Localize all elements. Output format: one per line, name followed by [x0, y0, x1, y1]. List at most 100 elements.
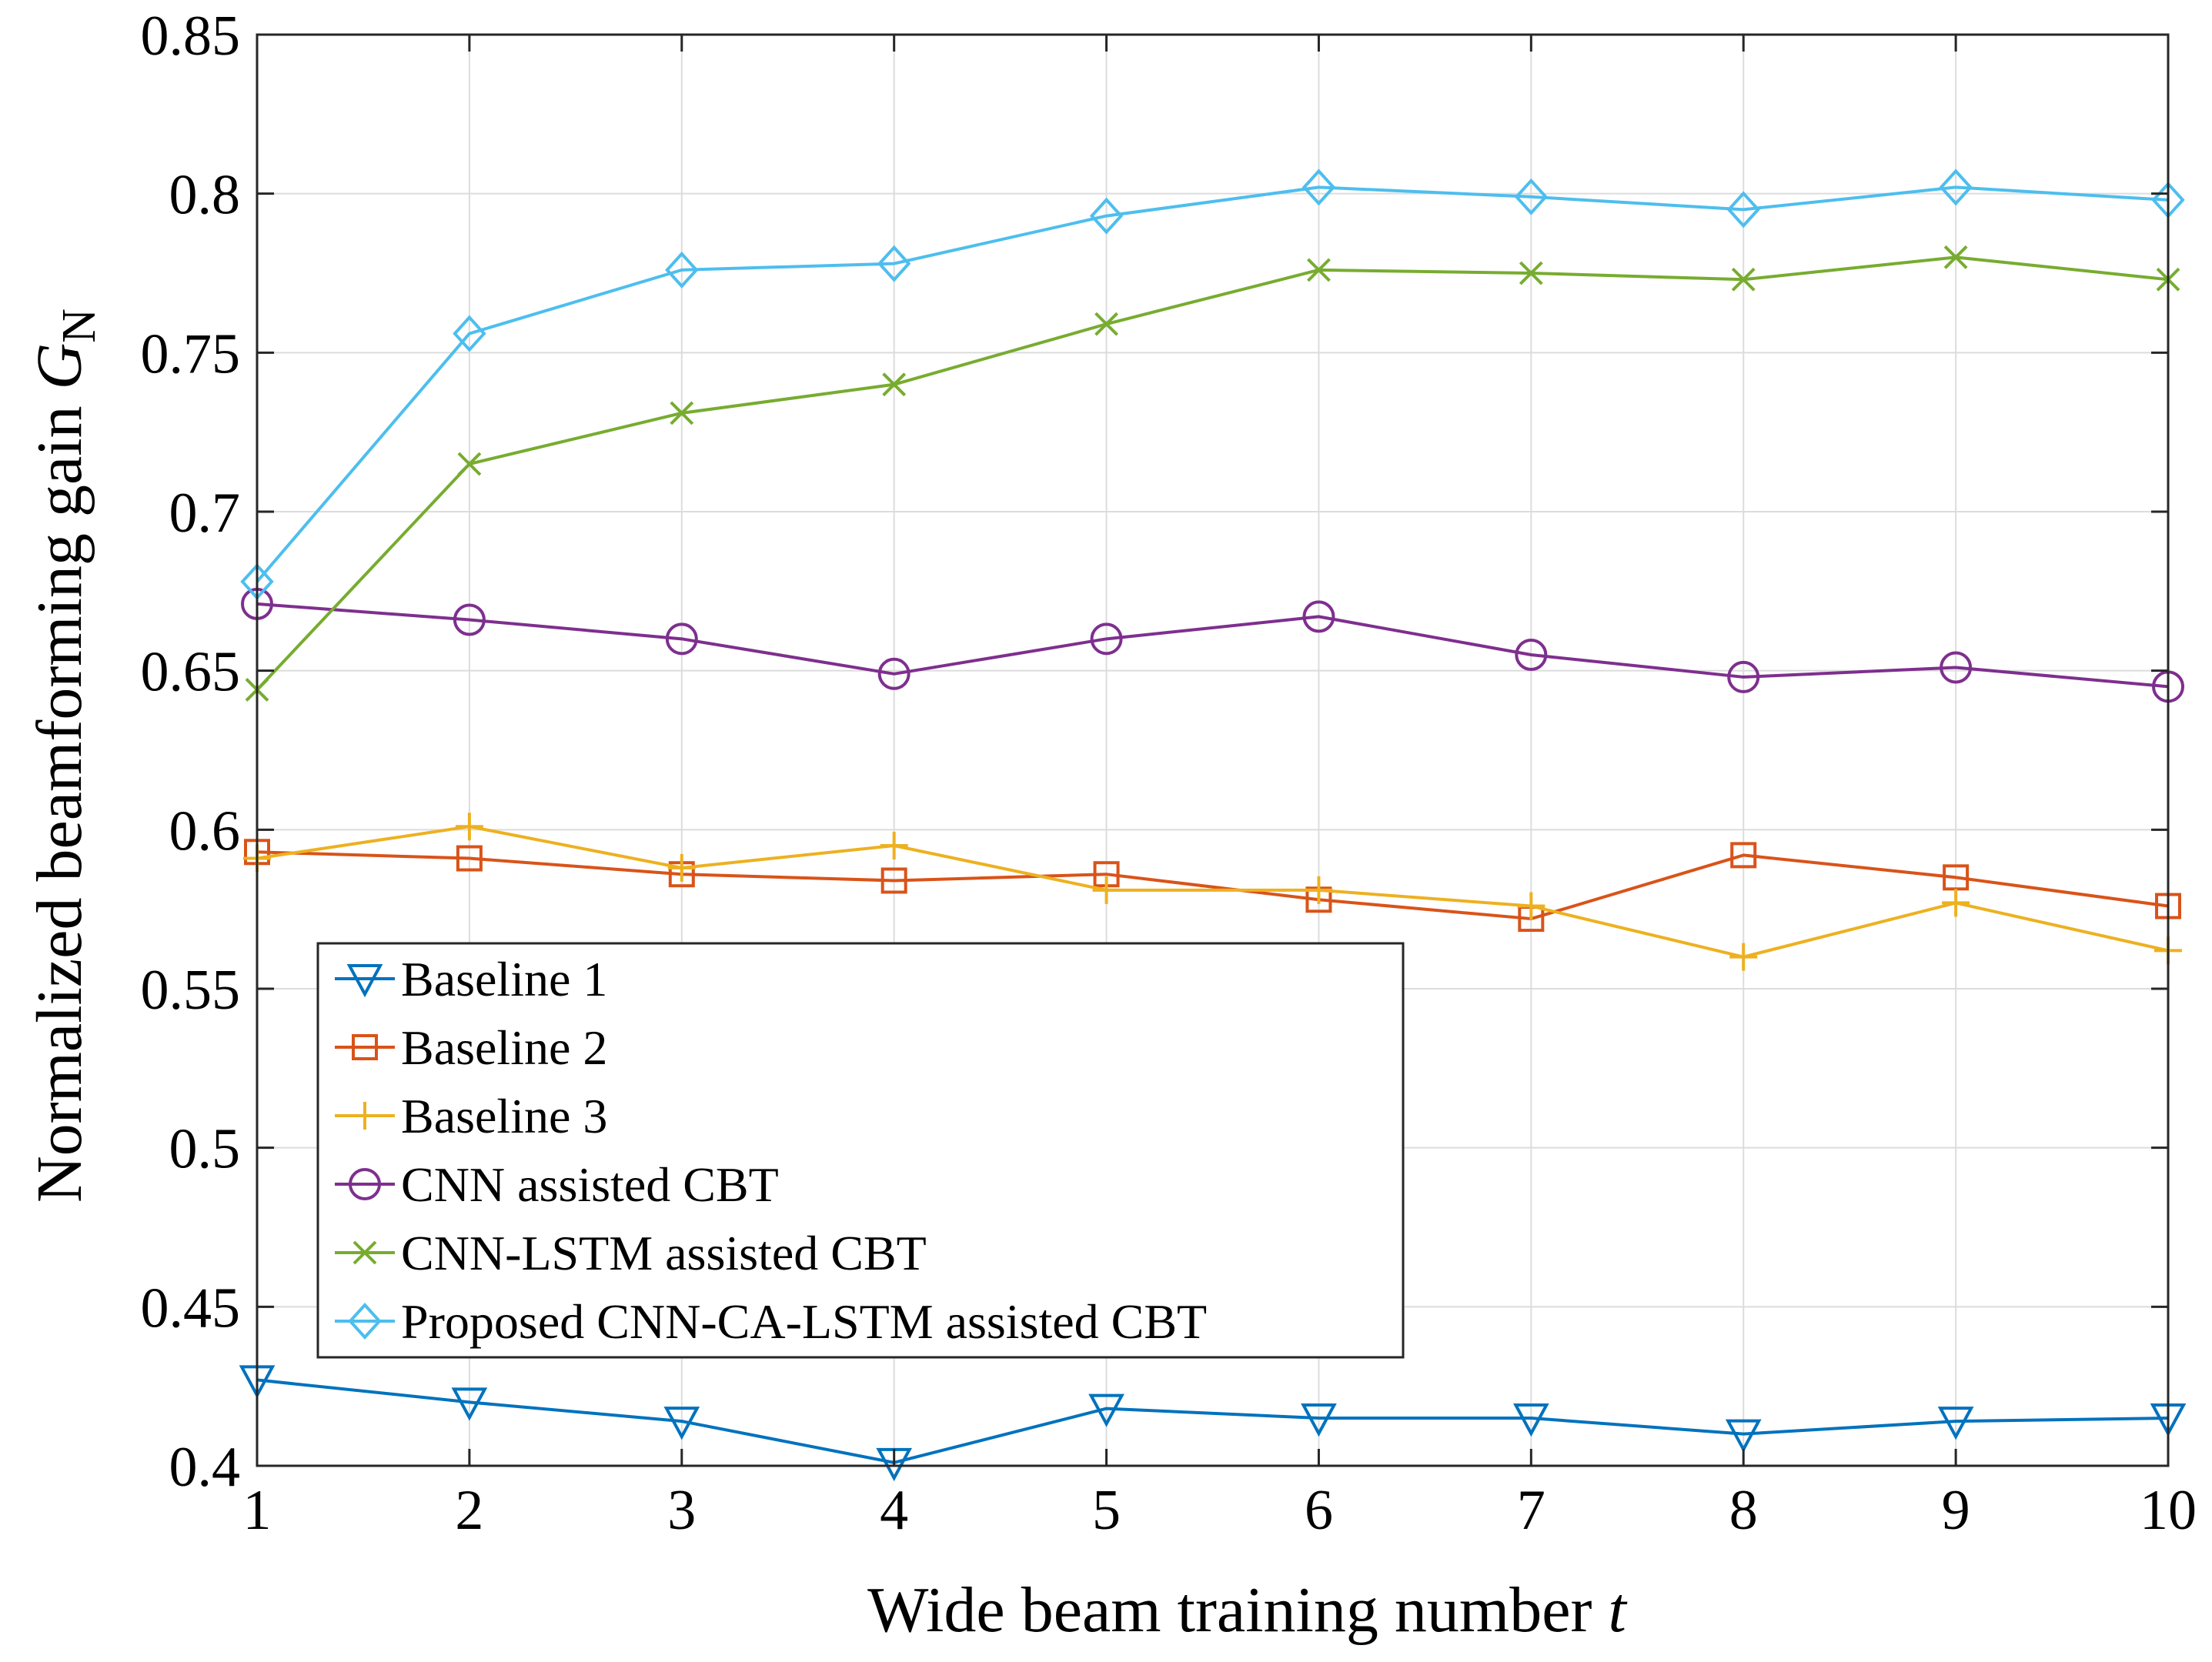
legend-marker — [352, 1034, 378, 1060]
series-2 — [244, 839, 2181, 933]
data-point — [667, 853, 696, 882]
series-line — [256, 1378, 2169, 1464]
legend-item: CNN assisted CBT — [335, 1157, 779, 1212]
y-axis-subscript: N — [53, 309, 105, 343]
data-point — [1726, 191, 1760, 229]
y-tick-label: 0.55 — [141, 959, 241, 1022]
x-tick-label: 1 — [243, 1479, 272, 1542]
data-point — [1305, 876, 1333, 904]
data-point — [1939, 169, 1973, 206]
x-tick-label: 6 — [1305, 1479, 1333, 1542]
x-tick-label: 9 — [1942, 1479, 1970, 1542]
data-point — [882, 372, 907, 397]
data-point — [670, 401, 694, 426]
y-tick-label: 0.45 — [141, 1277, 241, 1340]
x-tick-label: 7 — [1517, 1479, 1545, 1542]
data-point — [880, 832, 908, 859]
y-tick-label: 0.65 — [141, 641, 241, 704]
data-point — [665, 251, 699, 289]
legend-marker — [353, 1240, 377, 1265]
legend-label: CNN assisted CBT — [401, 1157, 779, 1212]
x-tick-label: 2 — [455, 1479, 483, 1542]
data-point — [1943, 864, 1970, 891]
data-point — [451, 1387, 488, 1421]
legend-marker — [349, 1168, 381, 1200]
data-point — [1515, 639, 1548, 671]
series-1 — [239, 1365, 2187, 1482]
y-tick-label: 0.85 — [141, 5, 241, 68]
x-axis-label-text: Wide beam training number — [867, 1574, 1592, 1646]
data-point — [1089, 197, 1124, 235]
data-point — [880, 867, 907, 894]
data-point — [457, 452, 482, 476]
data-point — [1090, 622, 1123, 656]
data-point — [1937, 1407, 1974, 1440]
axes-frame — [256, 33, 2170, 1467]
series-line — [256, 825, 2169, 959]
y-tick-label: 0.4 — [169, 1436, 241, 1499]
x-axis-variable: t — [1608, 1574, 1628, 1646]
data-point — [877, 657, 911, 690]
data-point — [1088, 1393, 1124, 1427]
y-axis-variable: G — [24, 343, 95, 390]
series-line — [256, 255, 2169, 691]
data-point — [1301, 169, 1336, 206]
legend-label: CNN-LSTM assisted CBT — [401, 1226, 927, 1280]
data-point — [1731, 267, 1756, 292]
y-tick-label: 0.75 — [141, 322, 241, 385]
data-point — [1302, 600, 1335, 633]
x-axis-label: Wide beam training number t — [867, 1574, 1628, 1646]
data-point — [663, 1407, 700, 1440]
x-tick-label: 8 — [1729, 1479, 1758, 1542]
y-tick-label: 0.7 — [169, 482, 241, 545]
data-point — [1940, 651, 1973, 684]
y-tick-label: 0.8 — [169, 164, 241, 227]
data-point — [665, 622, 698, 656]
data-point — [1727, 660, 1760, 693]
y-axis-label: Normalized beamforming gain GN — [24, 309, 105, 1203]
data-point — [1512, 1403, 1549, 1437]
data-point — [1519, 261, 1543, 285]
legend-item: Baseline 3 — [335, 1089, 607, 1143]
series-line — [256, 602, 2169, 689]
data-point — [1517, 892, 1545, 920]
x-tick-label: 5 — [1092, 1479, 1121, 1542]
data-point — [1943, 245, 1968, 269]
legend-box — [316, 942, 1405, 1359]
ticks: 1 2 3 4 5 6 7 8 9 10 0.4 0.45 0.5 0.55 0.6 0.65 0.7 0.75 0… — [141, 5, 2197, 1542]
legend-marker — [351, 1102, 379, 1130]
legend-label: Baseline 3 — [401, 1089, 607, 1143]
data-point — [1725, 1419, 1762, 1453]
data-point — [1729, 943, 1758, 971]
legend-label: Baseline 1 — [401, 952, 607, 1006]
data-point — [1730, 842, 1757, 869]
legend-label: Proposed CNN-CA-LSTM assisted CBT — [401, 1294, 1207, 1349]
data-point — [453, 603, 486, 636]
legend: Baseline 1 Baseline 2 Baseline 3 CNN assist… — [316, 942, 1405, 1359]
series-line — [256, 185, 2169, 583]
data-point — [455, 813, 483, 841]
data-point — [1092, 876, 1121, 904]
data-point — [1307, 258, 1331, 282]
series-6 — [240, 169, 2185, 600]
series-line — [256, 850, 2169, 921]
data-point — [453, 315, 486, 352]
y-tick-label: 0.6 — [169, 799, 241, 863]
legend-marker — [346, 964, 383, 998]
legend-item: Proposed CNN-CA-LSTM assisted CBT — [335, 1294, 1207, 1349]
legend-label: Baseline 2 — [401, 1020, 607, 1075]
data-point — [1301, 1403, 1337, 1437]
legend-item: Baseline 1 — [335, 952, 607, 1006]
x-tick-label: 3 — [667, 1479, 696, 1542]
legend-item: CNN-LSTM assisted CBT — [335, 1226, 927, 1280]
data-point — [456, 845, 483, 872]
legend-item: Baseline 2 — [335, 1020, 607, 1075]
data-point — [877, 245, 911, 282]
data-point — [1942, 889, 1970, 917]
x-tick-label: 10 — [2140, 1479, 2197, 1542]
y-tick-label: 0.5 — [169, 1118, 241, 1181]
data-point — [1094, 312, 1118, 336]
x-tick-label: 4 — [880, 1479, 908, 1542]
data-point — [1514, 178, 1549, 215]
